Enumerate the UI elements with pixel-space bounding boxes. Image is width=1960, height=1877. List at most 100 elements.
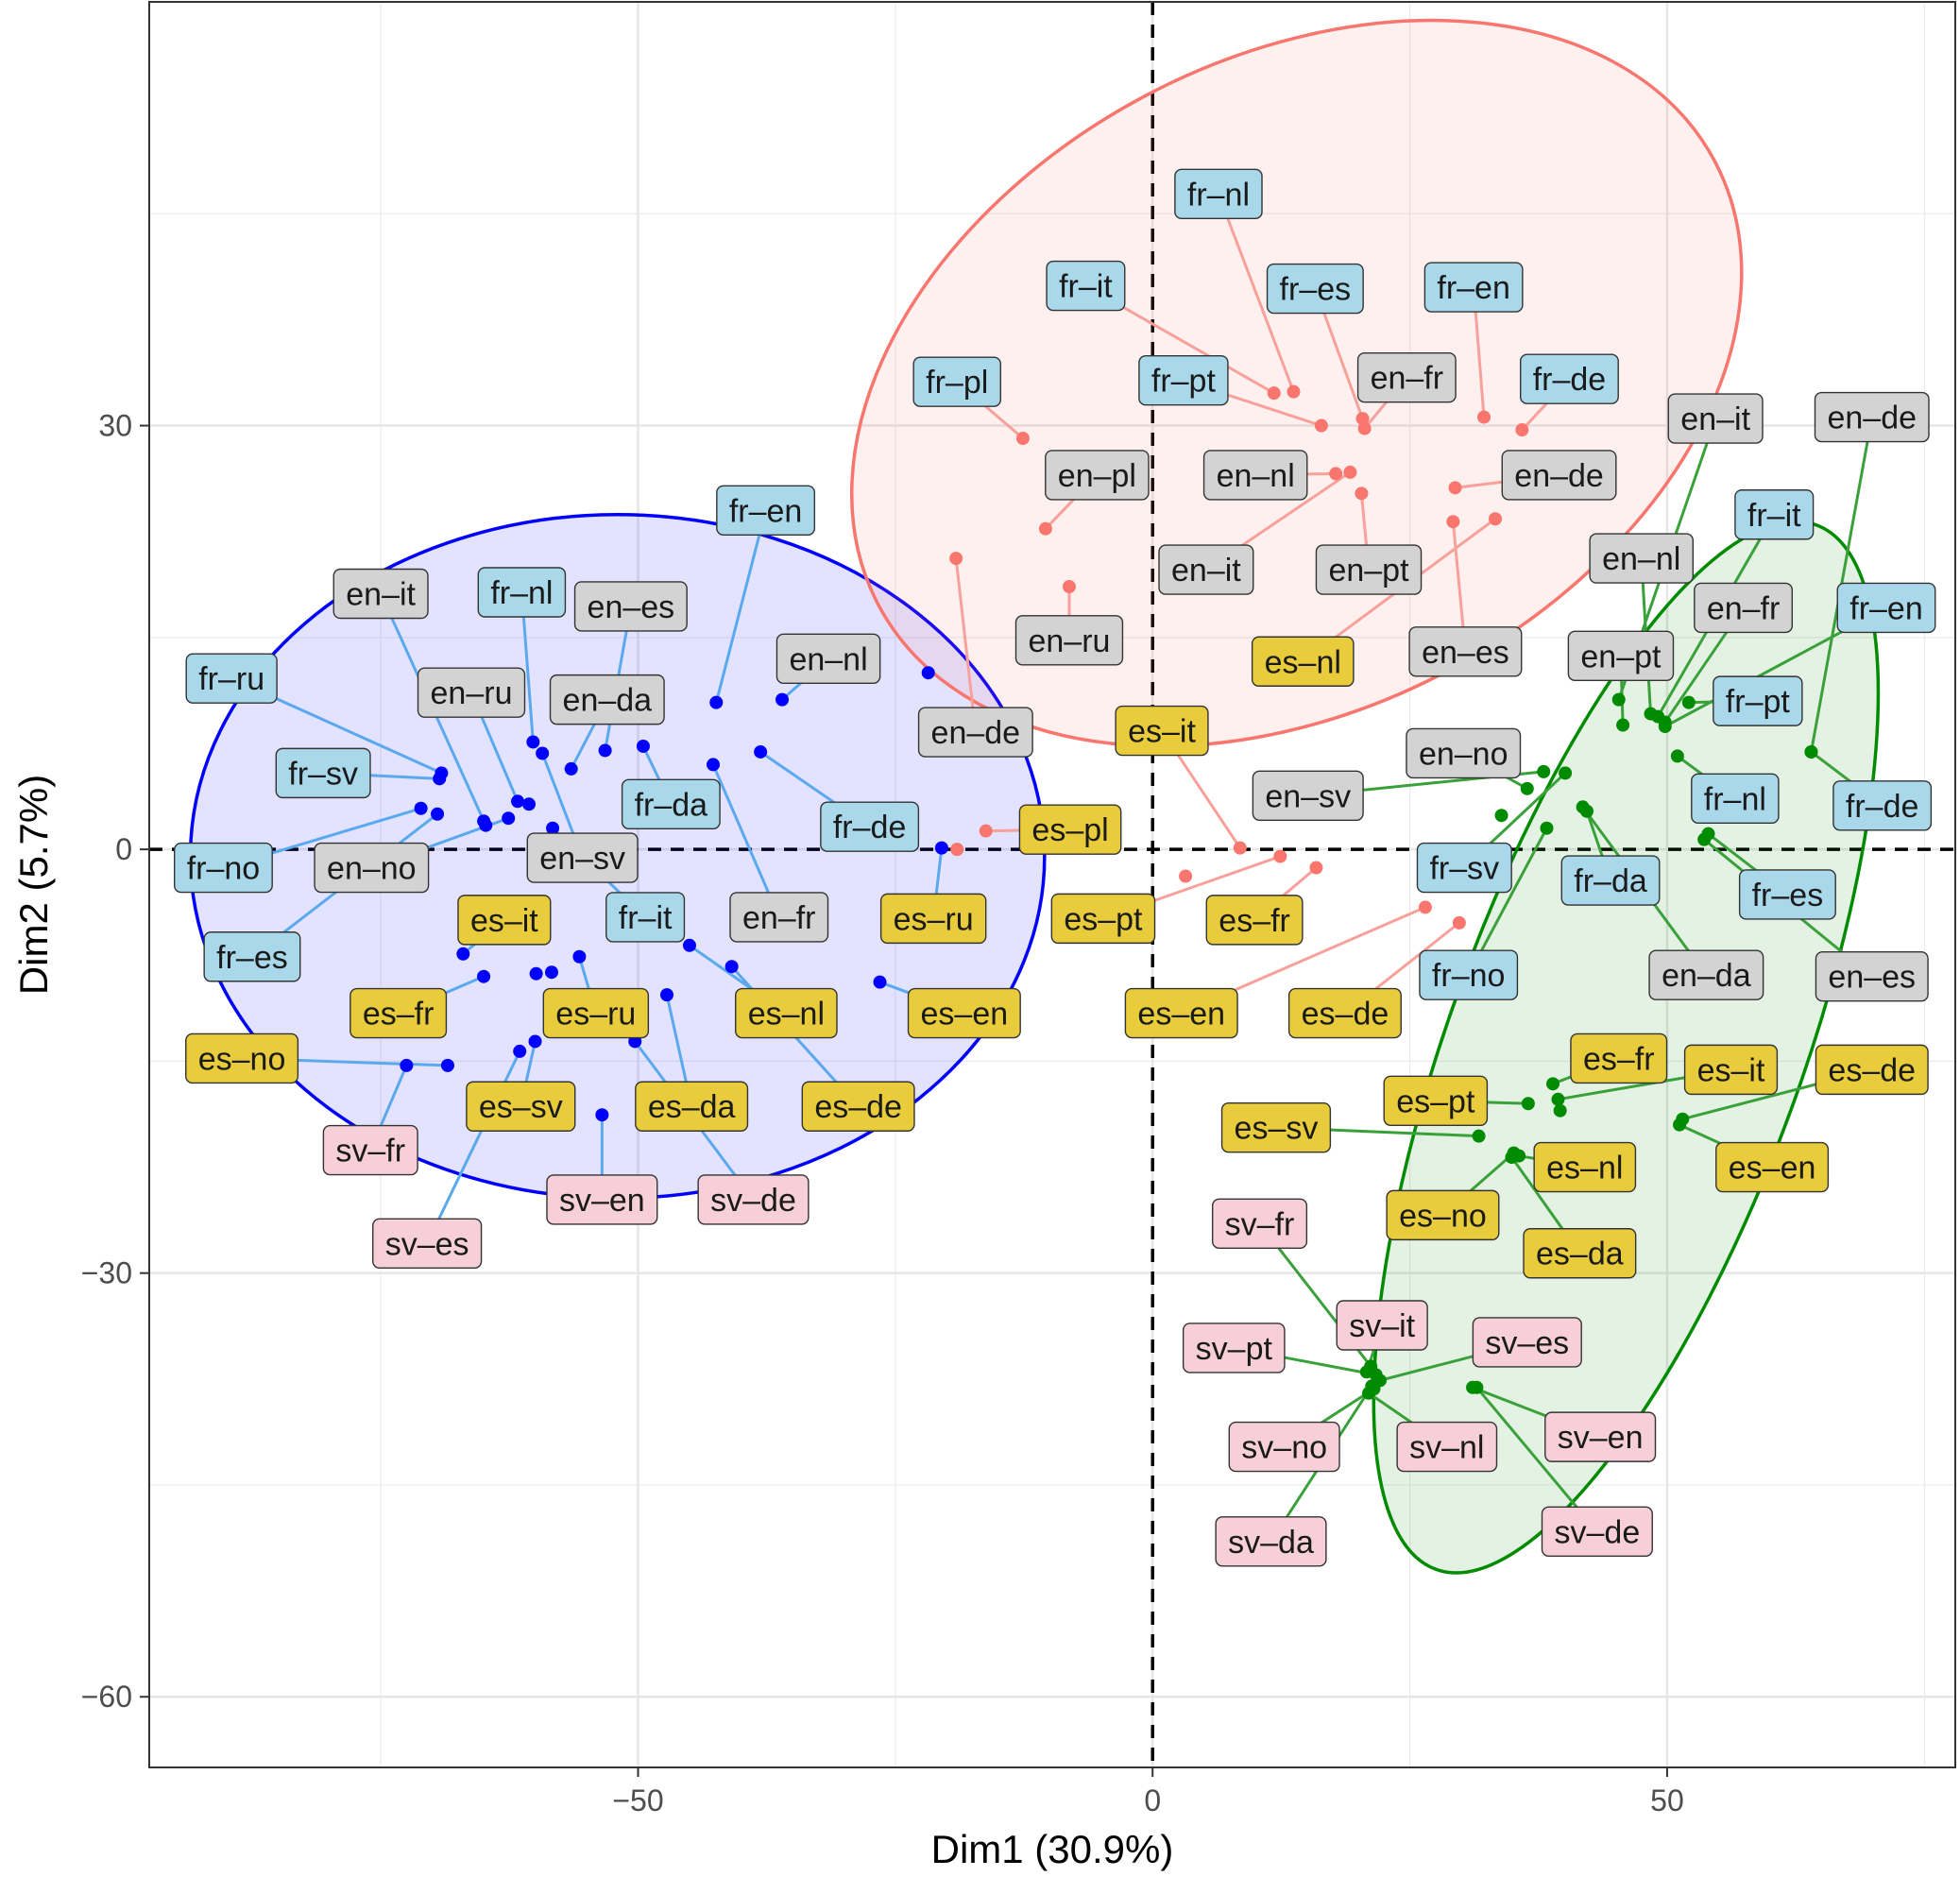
- point-label-text: sv–en: [1558, 1420, 1644, 1456]
- data-point: [1520, 781, 1534, 795]
- point-label-text: es–nl: [1265, 644, 1341, 680]
- data-point: [709, 695, 724, 709]
- point-label-text: fr–de: [1533, 362, 1607, 398]
- point-label-box: [1501, 450, 1617, 501]
- point-label: fr–en: [716, 485, 816, 536]
- point-label-text: es–en: [1137, 997, 1225, 1032]
- data-point: [1521, 1097, 1535, 1111]
- x-axis-title: Dim1 (30.9%): [931, 1827, 1174, 1871]
- point-label-text: fr–pt: [1151, 364, 1217, 400]
- data-point: [950, 843, 964, 857]
- data-point: [1644, 707, 1658, 721]
- point-label-box: [1356, 352, 1457, 403]
- point-label-box: [716, 485, 816, 536]
- point-label-text: sv–de: [710, 1183, 796, 1219]
- point-label-box: [173, 842, 273, 894]
- data-point: [1179, 869, 1193, 883]
- point-label-box: [203, 931, 301, 982]
- data-point: [477, 969, 491, 983]
- point-label-text: en–nl: [1602, 541, 1680, 577]
- point-label: en–it: [1158, 544, 1254, 595]
- data-point: [1537, 764, 1551, 778]
- point-label-text: es–de: [814, 1089, 902, 1125]
- point-label-box: [1523, 1228, 1637, 1279]
- point-label: fr–en: [1423, 262, 1524, 313]
- point-label-text: en–de: [1827, 401, 1917, 436]
- point-label-box: [917, 707, 1033, 758]
- point-label: en–no: [1406, 727, 1522, 779]
- point-label: fr–es: [1266, 263, 1364, 315]
- y-tick-label: −30: [81, 1256, 132, 1290]
- label-connector: [954, 557, 978, 733]
- point-label-box: [1648, 949, 1764, 1000]
- point-label: es–fr: [1205, 895, 1304, 946]
- data-point: [949, 552, 963, 566]
- point-label: en–da: [1648, 949, 1764, 1000]
- data-point: [1673, 1118, 1687, 1132]
- point-label-box: [1836, 582, 1936, 634]
- point-label-box: [1158, 544, 1254, 595]
- point-label-box: [466, 1081, 576, 1132]
- point-label: en–nl: [775, 633, 881, 684]
- point-label-text: fr–nl: [1187, 177, 1250, 213]
- point-label-text: en–pt: [1328, 553, 1409, 589]
- data-point: [682, 938, 696, 952]
- data-point: [921, 666, 935, 680]
- data-point: [1553, 1103, 1567, 1118]
- data-point: [1681, 695, 1696, 709]
- point-label-text: en–ru: [1028, 623, 1110, 659]
- point-label-box: [1691, 773, 1780, 824]
- data-point: [707, 758, 721, 772]
- point-label-text: es–pt: [1396, 1084, 1475, 1119]
- point-label-box: [907, 987, 1021, 1039]
- point-label: es–da: [1523, 1228, 1637, 1279]
- point-label: es–no: [185, 1032, 299, 1084]
- data-point: [1233, 841, 1247, 855]
- point-label-box: [735, 987, 838, 1039]
- point-label-box: [275, 747, 371, 799]
- point-label: es–it: [457, 895, 552, 946]
- point-label: es–da: [635, 1081, 749, 1132]
- point-label: es–sv: [1220, 1101, 1332, 1153]
- data-point: [511, 794, 525, 809]
- point-label: en–de: [917, 707, 1033, 758]
- data-point: [979, 824, 993, 838]
- point-label-text: es–nl: [748, 997, 825, 1032]
- point-label-box: [1520, 353, 1619, 404]
- point-label-text: en–de: [931, 715, 1021, 751]
- point-label-text: sv–pt: [1196, 1331, 1273, 1367]
- data-point: [1355, 412, 1370, 426]
- point-label-box: [1589, 533, 1695, 584]
- point-label-box: [1416, 842, 1512, 894]
- point-label: fr–pt: [1138, 355, 1229, 406]
- point-label-text: en–de: [1514, 458, 1604, 494]
- point-label: fr–pl: [912, 356, 1001, 407]
- point-label-text: es–de: [1302, 997, 1389, 1032]
- point-label: es–en: [1124, 987, 1238, 1039]
- point-label: es–pt: [1383, 1075, 1489, 1126]
- point-label: es–pl: [1018, 804, 1122, 855]
- point-label-text: sv–es: [385, 1226, 469, 1262]
- point-label: sv–no: [1228, 1421, 1340, 1473]
- x-tick-label: −50: [612, 1783, 663, 1817]
- point-label-box: [1472, 1317, 1582, 1368]
- point-label-box: [1533, 1141, 1637, 1193]
- point-label-text: fr–en: [729, 493, 803, 529]
- data-point: [1658, 720, 1672, 734]
- point-label-text: fr–sv: [1429, 851, 1499, 887]
- data-point: [1448, 481, 1462, 495]
- data-point: [544, 965, 558, 980]
- point-label-box: [1124, 987, 1238, 1039]
- data-point: [1355, 486, 1369, 501]
- data-point: [502, 811, 516, 826]
- point-label: sv–it: [1336, 1300, 1428, 1351]
- data-point: [1452, 915, 1466, 930]
- point-label-text: fr–da: [1574, 863, 1647, 899]
- point-label: en–de: [1501, 450, 1617, 501]
- data-point: [564, 761, 578, 776]
- data-point: [1472, 1129, 1486, 1143]
- point-label-box: [1018, 804, 1122, 855]
- point-label-box: [1050, 893, 1156, 945]
- point-label: en–it: [1667, 393, 1764, 444]
